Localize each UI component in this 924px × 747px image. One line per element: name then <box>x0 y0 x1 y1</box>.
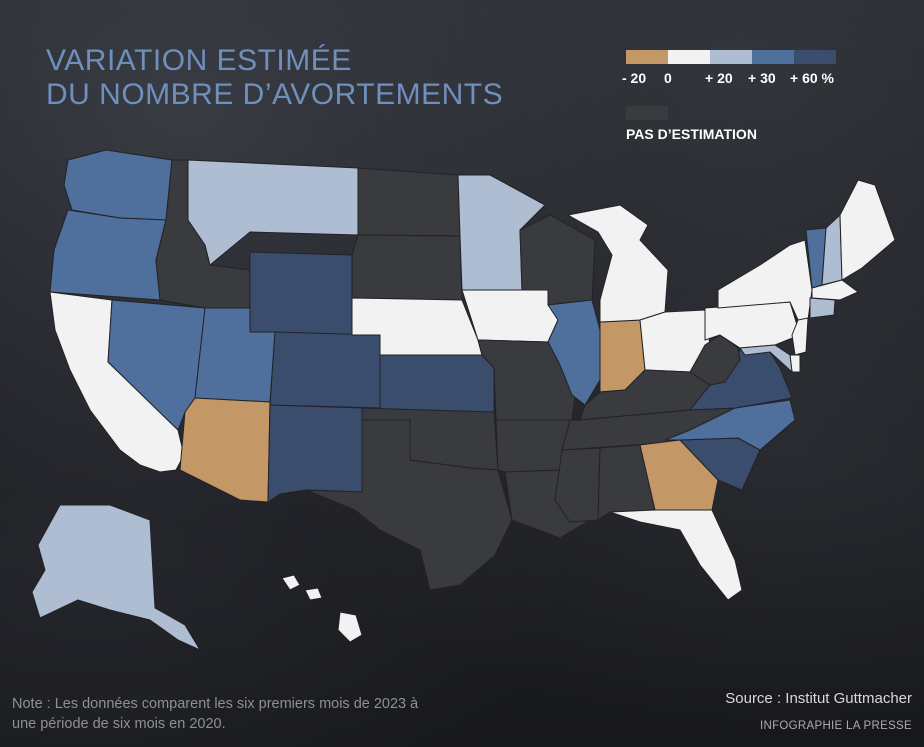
state-MT <box>187 159 359 266</box>
legend-label-no-estimate: PAS D’ESTIMATION <box>626 126 757 142</box>
legend-swatch-plus20 <box>710 50 752 64</box>
state-WA <box>63 149 173 221</box>
legend-swatch-minus20 <box>626 50 668 64</box>
legend-color-scale <box>626 50 836 64</box>
state-TX <box>305 419 513 591</box>
infographic-credit: INFOGRAPHIE LA PRESSE <box>759 720 912 732</box>
legend-label-minus20: - 20 <box>622 70 647 86</box>
legend-label-0: 0 <box>664 70 672 86</box>
title-line-2: DU NOMBRE D’AVORTEMENTS <box>46 78 504 111</box>
state-OR <box>49 209 167 301</box>
state-CO <box>269 331 381 409</box>
legend-swatch-plus30 <box>752 50 794 64</box>
state-HI-2 <box>304 587 323 601</box>
state-HI-1 <box>281 574 301 591</box>
state-NJ <box>791 317 809 356</box>
state-GA <box>639 439 719 511</box>
state-WY <box>249 251 353 336</box>
footnote: Note : Les données comparent les six pre… <box>12 696 419 732</box>
legend-label-plus30: + 30 <box>748 70 776 86</box>
state-AZ <box>179 397 271 503</box>
state-KS <box>379 354 495 413</box>
legend-swatch-0 <box>668 50 710 64</box>
state-IA <box>461 289 559 343</box>
legend-label-plus60: + 60 % <box>790 70 834 86</box>
state-MD <box>739 344 793 373</box>
state-AR <box>495 419 571 473</box>
state-NM <box>267 404 363 503</box>
state-NC <box>664 399 796 451</box>
state-MS <box>554 447 601 523</box>
state-ND <box>357 167 461 237</box>
legend-swatch-no-estimate <box>626 106 668 120</box>
title-line-1: VARIATION ESTIMÉE <box>46 44 352 77</box>
legend-label-plus20: + 20 <box>705 70 733 86</box>
state-NH <box>821 214 843 286</box>
state-CT <box>809 297 836 319</box>
legend-swatch-plus60 <box>794 50 836 64</box>
source-credit: Source : Institut Guttmacher <box>725 690 912 707</box>
state-IL <box>547 299 601 406</box>
state-SD <box>351 234 463 301</box>
state-HI-3 <box>337 611 363 643</box>
state-MA <box>811 279 859 301</box>
state-FL <box>609 509 743 601</box>
state-ME <box>839 179 896 281</box>
state-AK <box>31 504 201 651</box>
map-title: VARIATION ESTIMÉE DU NOMBRE D’AVORTEMENT… <box>46 44 503 112</box>
